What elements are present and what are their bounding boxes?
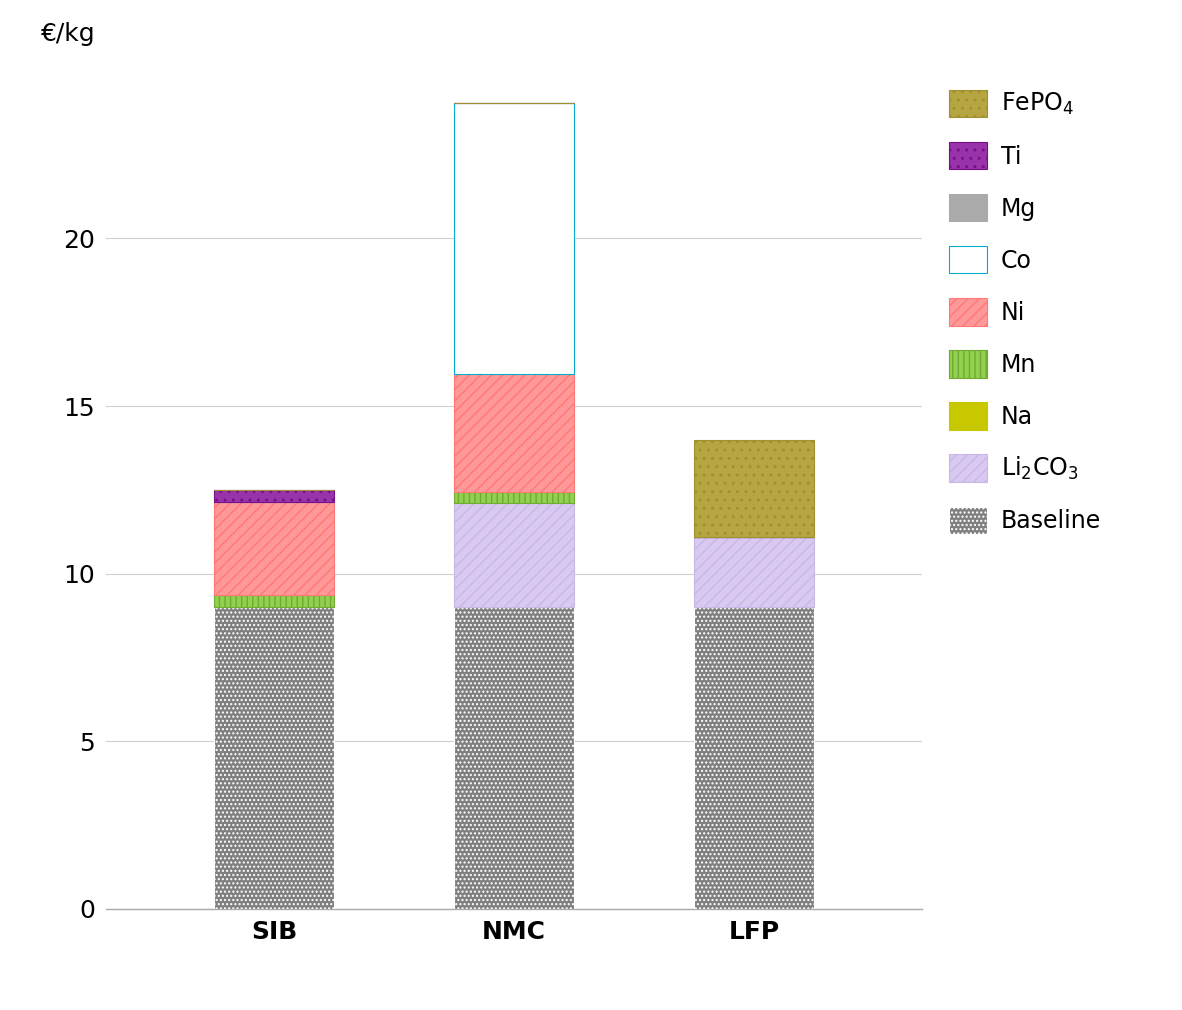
Bar (454, 607, 574, 909)
Bar (214, 502, 335, 596)
Bar (694, 439, 814, 536)
Bar (214, 596, 335, 607)
Text: €/kg: €/kg (41, 21, 96, 45)
Bar (694, 536, 814, 607)
Bar (694, 607, 814, 909)
Legend: FePO$_4$, Ti, Mg, Co, Ni, Mn, Na, Li$_2$CO$_3$, Baseline: FePO$_4$, Ti, Mg, Co, Ni, Mn, Na, Li$_2$… (942, 83, 1109, 541)
Bar (454, 492, 574, 503)
Bar (454, 503, 574, 607)
Bar (454, 103, 574, 374)
Bar (214, 607, 335, 909)
Bar (214, 490, 335, 502)
Bar (454, 374, 574, 492)
